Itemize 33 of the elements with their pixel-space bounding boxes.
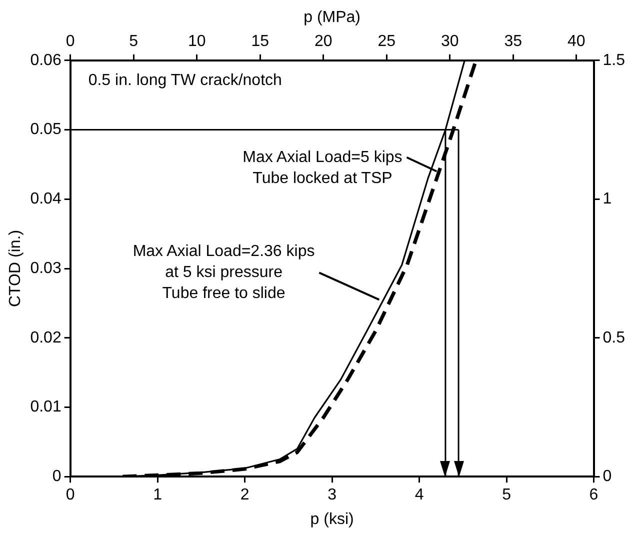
x2-tick-label: 10 <box>188 33 206 50</box>
x-tick-label: 3 <box>328 486 337 504</box>
y2-tick-label: 1.5 <box>602 52 626 69</box>
annotation: Max Axial Load=5 kips Tube locked at TSP <box>242 148 402 187</box>
y2-tick-label: 0 <box>602 468 612 486</box>
y-tick-label: 0.03 <box>30 260 62 277</box>
y2-tick-label: 1 <box>602 190 612 208</box>
x-tick-label: 1 <box>153 486 162 504</box>
x-tick-label: 5 <box>502 486 512 504</box>
annotation: Max Axial Load=2.36 kips at 5 ksi pressure Tube free to slide <box>132 243 315 302</box>
x2-tick-label: 5 <box>129 33 138 50</box>
y-tick-label: 0.05 <box>30 121 62 138</box>
y-axis-title: CTOD (in.) <box>7 230 24 308</box>
x-tick-label: 0 <box>66 486 75 504</box>
x-tick-label: 6 <box>589 486 598 504</box>
x2-tick-label: 0 <box>66 33 75 50</box>
x2-tick-label: 40 <box>568 33 586 50</box>
y2-tick-label: 0.5 <box>602 329 626 346</box>
x2-tick-label: 15 <box>251 33 270 50</box>
x-tick-label: 4 <box>414 486 424 504</box>
x2-tick-label: 30 <box>441 33 459 50</box>
y-tick-label: 0.01 <box>30 398 62 416</box>
x2-axis-title: p (MPa) <box>304 9 360 26</box>
annotation: 0.5 in. long TW crack/notch <box>88 72 282 89</box>
x2-tick-label: 35 <box>504 33 522 50</box>
y-tick-label: 0.02 <box>30 329 62 346</box>
x2-tick-label: 20 <box>314 33 332 50</box>
y-tick-label: 0 <box>52 468 62 486</box>
x-axis-title: p (ksi) <box>310 510 354 528</box>
y-tick-label: 0.06 <box>30 52 62 69</box>
y-tick-label: 0.04 <box>30 190 62 208</box>
x-tick-label: 2 <box>240 486 250 504</box>
x2-tick-label: 25 <box>378 33 396 50</box>
